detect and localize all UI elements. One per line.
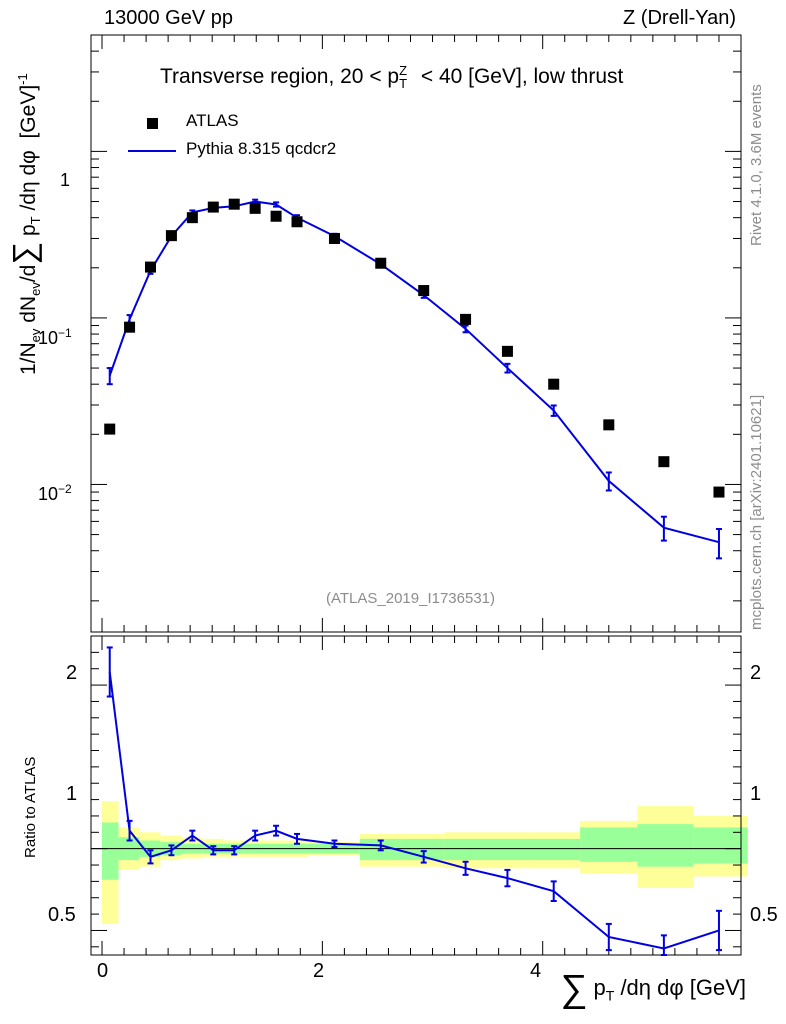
ratio-tick-left-1: 1 xyxy=(66,783,78,805)
ratio-tick-right-2: 2 xyxy=(750,662,762,684)
atlas-point xyxy=(144,261,156,273)
ratio-line xyxy=(108,671,720,950)
atlas-data-points xyxy=(104,198,725,498)
axis-ticks xyxy=(91,34,741,955)
band-inner-15 xyxy=(529,838,581,861)
legend-mc-label: Pythia 8.315 qcdcr2 xyxy=(186,139,337,158)
ratio-tick-right-1: 1 xyxy=(750,783,762,805)
band-inner-14 xyxy=(486,838,530,861)
atlas-point xyxy=(501,345,513,357)
analysis-id: (ATLAS_2019_I1736531) xyxy=(326,590,496,607)
band-inner-17 xyxy=(637,824,694,867)
band-inner-13 xyxy=(444,838,487,861)
band-inner-0 xyxy=(102,822,119,880)
legend-atlas-marker xyxy=(147,118,158,129)
ratio-tick-left-2: 2 xyxy=(66,662,78,684)
x-tick-label-0: 0 xyxy=(97,960,109,982)
atlas-point xyxy=(460,313,472,325)
ratio-y-axis-label: Ratio to ATLAS xyxy=(22,756,39,858)
x-tick-label-4: 4 xyxy=(530,960,542,982)
ratio-tick-right-0p5: 0.5 xyxy=(750,904,778,926)
atlas-point xyxy=(186,212,198,224)
plot-frames xyxy=(90,34,742,956)
band-inner-16 xyxy=(580,827,638,862)
x-axis-label: ∑ pT /dη dφ [GeV] xyxy=(560,968,746,1010)
atlas-point xyxy=(713,486,725,498)
atlas-point xyxy=(228,198,240,210)
mc-curve-ratio xyxy=(106,646,722,956)
atlas-point xyxy=(249,202,261,214)
band-inner-18 xyxy=(693,827,748,864)
atlas-point xyxy=(270,210,282,222)
plot-title: Transverse region, 20 < pTZ < 40 [GeV], … xyxy=(160,63,624,92)
ratio-tick-left-0p5: 0.5 xyxy=(48,904,76,926)
mcplots-label: mcplots.cern.ch [arXiv:2401.10621] xyxy=(748,394,765,630)
atlas-point xyxy=(104,423,116,435)
ratio-frame xyxy=(90,635,742,956)
mc-line xyxy=(108,200,720,544)
atlas-point xyxy=(418,285,430,297)
rivet-version-label: Rivet 4.1.0, 3.6M events xyxy=(748,84,765,246)
atlas-point xyxy=(124,321,136,333)
atlas-point xyxy=(603,419,615,431)
atlas-point xyxy=(548,378,560,390)
atlas-point xyxy=(328,232,340,244)
x-tick-label-2: 2 xyxy=(313,960,325,982)
collider-label: 13000 GeV pp xyxy=(104,7,233,29)
legend xyxy=(128,118,176,152)
atlas-point xyxy=(207,201,219,213)
atlas-point xyxy=(165,230,177,242)
atlas-point xyxy=(291,216,303,228)
atlas-point xyxy=(375,257,387,269)
y-tick-label-1: 1 xyxy=(60,170,71,190)
y-tick-label-0p1: 10−1 xyxy=(38,326,72,348)
y-tick-label-0p01: 10−2 xyxy=(38,482,72,504)
legend-atlas-label: ATLAS xyxy=(186,111,239,130)
process-label: Z (Drell-Yan) xyxy=(623,7,736,29)
mc-curve-main xyxy=(106,198,722,560)
atlas-point xyxy=(658,456,670,468)
main-frame xyxy=(90,34,742,633)
